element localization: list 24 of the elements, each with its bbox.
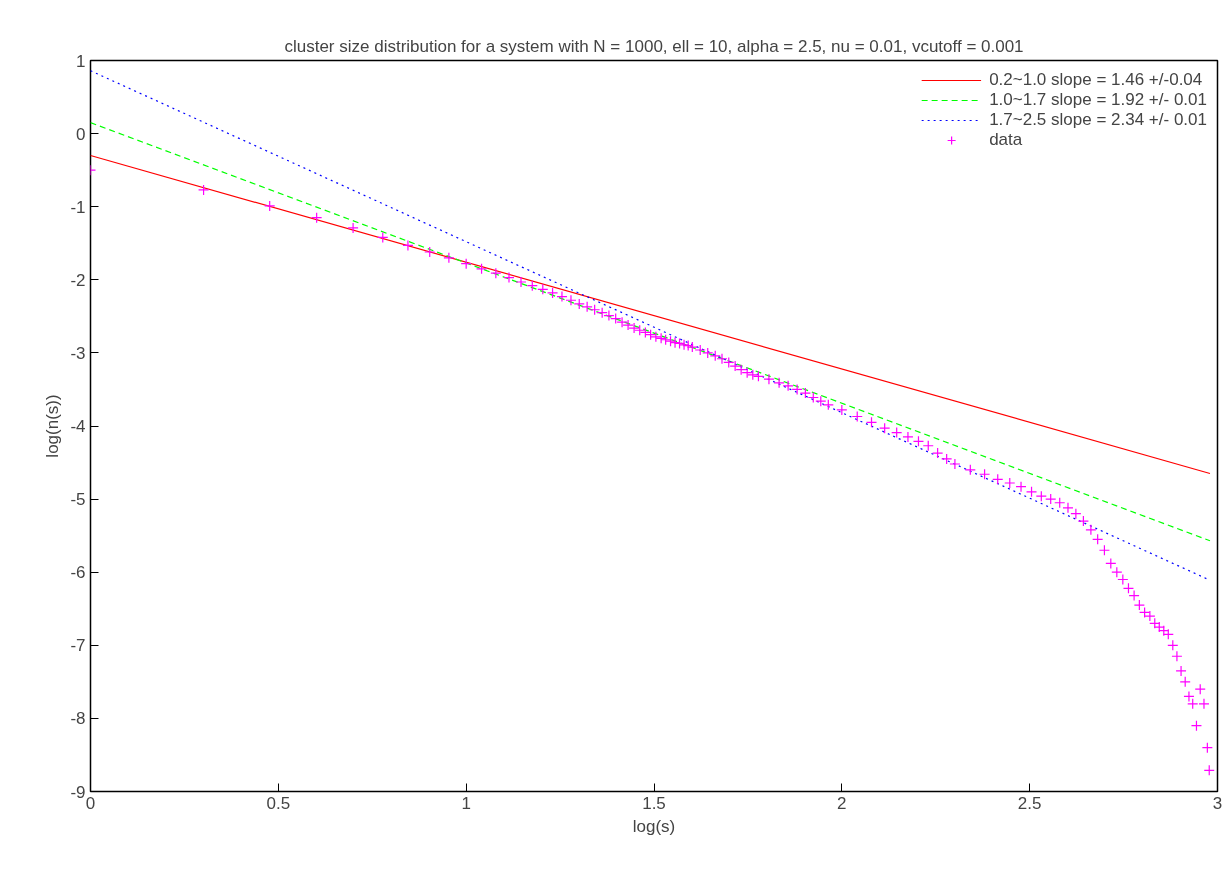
y-tick-label: -7 [70,636,86,656]
y-axis-title: log(n(s)) [43,394,63,458]
x-tick-label: 1 [461,793,471,813]
y-tick-label: -6 [70,563,86,583]
y-tick-label: -1 [70,197,86,217]
y-tick-label: -5 [70,490,86,510]
y-tick-label: 0 [76,124,86,144]
legend-label: 1.7~2.5 slope = 2.34 +/- 0.01 [989,110,1207,130]
legend-label: 0.2~1.0 slope = 1.46 +/-0.04 [989,70,1203,90]
x-tick-label: 0.5 [266,793,291,813]
x-axis-title: log(s) [632,816,676,836]
x-tick-label: 2 [837,793,847,813]
y-tick-label: -2 [70,270,86,290]
x-tick-label: 1.5 [642,793,666,813]
y-tick-label: -9 [70,782,86,802]
y-tick-label: -4 [70,417,86,436]
x-tick-label: 2.5 [1017,793,1042,813]
legend-label: 1.0~1.7 slope = 1.92 +/- 0.01 [989,90,1207,110]
legend-label: data [989,130,1023,150]
chart-title: cluster size distribution for a system with N = 1000, ell = 10, alpha = 2.5, nu = 0.01, vcutoff = 0.001 [284,36,1024,56]
y-tick-label: 1 [76,51,86,71]
x-tick-label: 3 [1212,793,1223,813]
y-tick-label: -8 [70,709,86,729]
y-tick-label: -3 [70,343,86,363]
